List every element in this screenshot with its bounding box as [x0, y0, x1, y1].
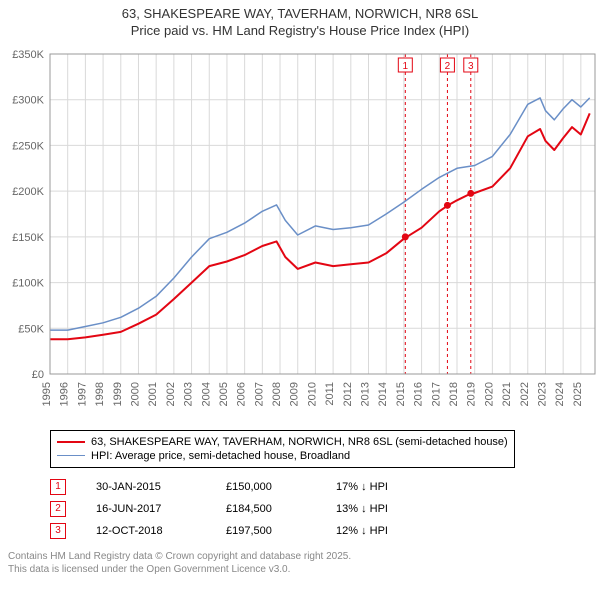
- svg-text:2004: 2004: [200, 382, 212, 406]
- svg-text:2020: 2020: [483, 382, 495, 406]
- svg-text:£150K: £150K: [12, 232, 44, 244]
- svg-text:2019: 2019: [466, 382, 478, 406]
- sales-table: 1 30-JAN-2015£150,00017% ↓ HPI 2 16-JUN-201…: [50, 476, 592, 542]
- svg-text:£250K: £250K: [12, 140, 44, 152]
- svg-text:2011: 2011: [324, 382, 336, 406]
- sales-row: 3 12-OCT-2018£197,50012% ↓ HPI: [50, 520, 592, 542]
- svg-text:2: 2: [445, 61, 451, 72]
- chart-plot: £0 £50K £100K £150K £200K £250K £300K £350K 1995…: [0, 44, 600, 424]
- svg-text:2023: 2023: [536, 382, 548, 406]
- svg-text:£0: £0: [32, 369, 44, 381]
- svg-text:2025: 2025: [572, 382, 584, 406]
- sale-marker-icon: 3: [50, 523, 66, 539]
- title-line-1: 63, SHAKESPEARE WAY, TAVERHAM, NORWICH, …: [0, 6, 600, 23]
- svg-text:2009: 2009: [289, 382, 301, 406]
- svg-text:1995: 1995: [41, 382, 53, 406]
- sale-delta: 13% ↓ HPI: [336, 503, 456, 515]
- title-block: 63, SHAKESPEARE WAY, TAVERHAM, NORWICH, …: [0, 0, 600, 44]
- svg-text:2016: 2016: [413, 382, 425, 406]
- svg-text:2001: 2001: [147, 382, 159, 406]
- svg-text:2006: 2006: [236, 382, 248, 406]
- svg-text:1998: 1998: [94, 382, 106, 406]
- svg-text:£100K: £100K: [12, 277, 44, 289]
- svg-text:£350K: £350K: [12, 49, 44, 61]
- chart-container: 63, SHAKESPEARE WAY, TAVERHAM, NORWICH, …: [0, 0, 600, 582]
- svg-text:£300K: £300K: [12, 94, 44, 106]
- svg-text:2000: 2000: [129, 382, 141, 406]
- sale-date: 12-OCT-2018: [96, 525, 226, 537]
- svg-text:2022: 2022: [519, 382, 531, 406]
- svg-text:2003: 2003: [183, 382, 195, 406]
- svg-text:2017: 2017: [430, 382, 442, 406]
- footer-line-1: Contains HM Land Registry data © Crown c…: [8, 550, 592, 563]
- sales-row: 1 30-JAN-2015£150,00017% ↓ HPI: [50, 476, 592, 498]
- legend-swatch: [57, 441, 85, 443]
- svg-text:1996: 1996: [59, 382, 71, 406]
- svg-text:2008: 2008: [271, 382, 283, 406]
- sale-price: £150,000: [226, 481, 336, 493]
- legend-label: HPI: Average price, semi-detached house,…: [91, 450, 350, 462]
- svg-text:2013: 2013: [360, 382, 372, 406]
- svg-text:2018: 2018: [448, 382, 460, 406]
- svg-text:2014: 2014: [377, 382, 389, 406]
- legend-item: 63, SHAKESPEARE WAY, TAVERHAM, NORWICH, …: [57, 435, 508, 449]
- svg-text:2021: 2021: [501, 382, 513, 406]
- sale-date: 30-JAN-2015: [96, 481, 226, 493]
- svg-text:1: 1: [403, 61, 409, 72]
- svg-text:3: 3: [468, 61, 474, 72]
- svg-text:2010: 2010: [306, 382, 318, 406]
- sale-delta: 17% ↓ HPI: [336, 481, 456, 493]
- legend-item: HPI: Average price, semi-detached house,…: [57, 449, 508, 463]
- sales-row: 2 16-JUN-2017£184,50013% ↓ HPI: [50, 498, 592, 520]
- svg-text:£200K: £200K: [12, 186, 44, 198]
- svg-text:2005: 2005: [218, 382, 230, 406]
- sale-marker-icon: 1: [50, 479, 66, 495]
- svg-text:£50K: £50K: [18, 323, 44, 335]
- legend-label: 63, SHAKESPEARE WAY, TAVERHAM, NORWICH, …: [91, 436, 508, 448]
- legend: 63, SHAKESPEARE WAY, TAVERHAM, NORWICH, …: [50, 430, 515, 468]
- chart-svg: £0 £50K £100K £150K £200K £250K £300K £350K 1995…: [0, 44, 600, 424]
- svg-text:2002: 2002: [165, 382, 177, 406]
- legend-swatch: [57, 455, 85, 456]
- title-line-2: Price paid vs. HM Land Registry's House …: [0, 23, 600, 40]
- sale-price: £197,500: [226, 525, 336, 537]
- svg-text:1997: 1997: [76, 382, 88, 406]
- sale-delta: 12% ↓ HPI: [336, 525, 456, 537]
- sale-date: 16-JUN-2017: [96, 503, 226, 515]
- footer-attribution: Contains HM Land Registry data © Crown c…: [0, 546, 600, 582]
- svg-text:1999: 1999: [112, 382, 124, 406]
- sale-marker-icon: 2: [50, 501, 66, 517]
- svg-text:2024: 2024: [554, 382, 566, 406]
- footer-line-2: This data is licensed under the Open Gov…: [8, 563, 592, 576]
- svg-text:2007: 2007: [253, 382, 265, 406]
- svg-text:2012: 2012: [342, 382, 354, 406]
- sale-price: £184,500: [226, 503, 336, 515]
- svg-text:2015: 2015: [395, 382, 407, 406]
